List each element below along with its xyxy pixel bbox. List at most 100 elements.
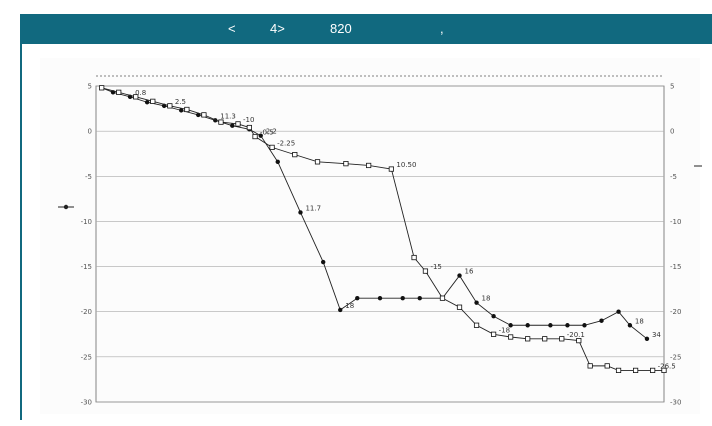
y-tick-label: -25 (81, 353, 92, 361)
series-1-point (582, 323, 587, 328)
series-2-point (133, 94, 139, 100)
series-1-point (179, 108, 184, 113)
series-2-point (456, 304, 463, 310)
series-2-point (184, 106, 190, 113)
chart-scan-area (40, 58, 700, 414)
y-tick-label-right: -15 (670, 263, 681, 271)
series-line-2 (101, 87, 664, 371)
data-label: 11.3 (220, 112, 236, 120)
y-tick-label: 5 (88, 83, 92, 91)
series-2-point (366, 162, 372, 169)
y-tick-label-right: -10 (670, 218, 681, 226)
series-2-point (201, 112, 207, 118)
series-1-point (599, 318, 604, 323)
series-2-point (422, 268, 429, 274)
series-2-point (235, 121, 241, 127)
data-label: 0.8 (135, 89, 146, 97)
y-tick-label: -5 (85, 173, 92, 181)
y-tick-label: 0 (88, 128, 92, 136)
series-1-point (258, 133, 263, 138)
data-label: -18 (499, 326, 510, 334)
series-2-point (576, 338, 582, 344)
y-tick-label-right: -30 (670, 399, 681, 407)
banner-segment-4: , (440, 21, 444, 36)
data-label: 18 (482, 295, 491, 303)
y-tick-label: -30 (81, 399, 92, 407)
series-1-point (144, 100, 150, 105)
series-2-point (218, 119, 224, 125)
y-tick-label-right: -25 (670, 353, 681, 361)
series-1-point (644, 336, 650, 341)
data-label: 2.5 (175, 98, 186, 106)
title-banner: < 4> 820 , (20, 14, 712, 44)
series-1-point (491, 314, 496, 319)
data-label: -0.5 (260, 129, 274, 137)
legend-marker-dot (63, 204, 69, 210)
y-tick-label-right: -5 (670, 173, 677, 181)
series-2-point (439, 295, 446, 301)
data-label: 10.50 (396, 161, 416, 169)
y-tick-label-right: -20 (670, 308, 681, 316)
series-1-point (474, 300, 479, 305)
y-tick-label: -10 (81, 218, 92, 226)
series-2-point (99, 85, 105, 91)
series-2-point (542, 336, 548, 342)
series-2-point (559, 336, 565, 342)
series-1-point (338, 307, 343, 313)
series-2-point (604, 363, 610, 369)
data-label: -20.1 (567, 331, 585, 339)
series-1-point (525, 323, 530, 328)
series-2-point (525, 336, 531, 342)
series-1-point (417, 295, 422, 301)
series-2-point (508, 334, 514, 340)
series-1-point (275, 159, 280, 165)
series-1-point (548, 323, 553, 328)
series-1-point (230, 123, 235, 128)
series-2-point (150, 98, 156, 104)
y-tick-label-right: 0 (670, 128, 674, 136)
series-1-point (355, 295, 360, 301)
series-1-point (565, 323, 570, 328)
data-label: 18 (635, 317, 644, 325)
data-label: -2.25 (277, 139, 295, 147)
left-accent-rule (20, 44, 22, 420)
series-2-point (650, 367, 656, 374)
data-label: 11.7 (305, 204, 321, 212)
y-tick-label: -15 (81, 263, 92, 271)
series-2-point (587, 363, 593, 369)
data-label: 18 (345, 302, 354, 310)
data-label: 2.2 (266, 128, 277, 136)
data-label: -10 (243, 116, 254, 124)
series-1-point (457, 273, 462, 278)
series-2-point (473, 322, 480, 328)
series-2-point (269, 144, 275, 150)
series-2-point (490, 331, 497, 337)
data-label: -26.5 (658, 362, 676, 370)
series-1-point (400, 295, 405, 301)
data-label: 16 (465, 268, 474, 276)
data-label: -15 (430, 263, 441, 271)
series-2-point (615, 367, 622, 374)
banner-segment-2: 4> (270, 21, 285, 36)
series-2-point (167, 103, 173, 109)
plot-frame (95, 85, 665, 403)
series-1-point (321, 259, 326, 265)
series-2-point (388, 166, 394, 172)
series-1-point (377, 295, 383, 301)
series-2-point (292, 152, 298, 158)
series-2-point (314, 159, 321, 165)
y-tick-label-right: 5 (670, 83, 674, 91)
series-1-point (616, 309, 621, 314)
data-label: 34 (652, 331, 661, 339)
banner-segment-1: < (228, 21, 236, 36)
series-2-point (661, 367, 667, 374)
series-1-point (508, 323, 513, 328)
series-2-point (411, 254, 417, 261)
y-tick-label: -20 (81, 308, 92, 316)
series-2-point (116, 89, 122, 95)
series-1-point (627, 323, 633, 328)
series-2-point (633, 367, 639, 374)
series-line-1 (101, 87, 648, 340)
